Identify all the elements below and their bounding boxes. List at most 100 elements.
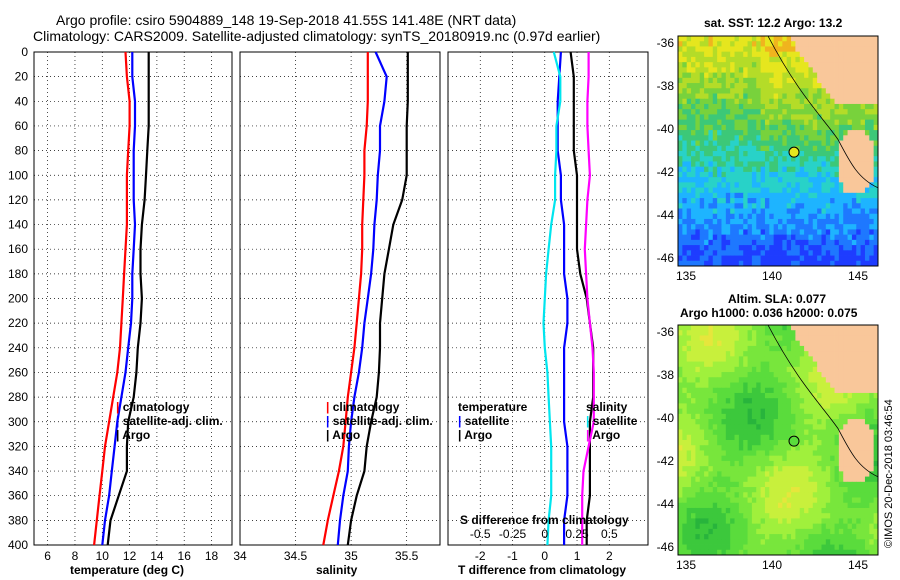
shelf-contour xyxy=(767,35,879,189)
y-tick-label: 220 xyxy=(8,316,28,330)
x-tick-label: 2 xyxy=(606,549,613,563)
legend-argo: Argo xyxy=(332,428,361,442)
x-tick-label: 35.5 xyxy=(395,549,419,563)
legend-title: temperature xyxy=(458,400,528,414)
legend-climatology: climatology xyxy=(122,400,190,414)
temperature-legend: | climatology | satellite-adj. clim. | A… xyxy=(116,400,223,442)
series-salinity-satellite xyxy=(542,51,562,546)
sla-map xyxy=(677,324,879,556)
argo-location-marker xyxy=(788,435,800,447)
map-y-tick-label: -46 xyxy=(657,251,675,265)
x2-tick-label: 0.25 xyxy=(565,527,589,541)
series-satellite-adj-clim- xyxy=(336,51,388,546)
x-tick-label: 35 xyxy=(344,549,358,563)
y-tick-label: 320 xyxy=(8,439,28,453)
imos-timestamp: ©IMOS 20-Dec-2018 03:46:54 xyxy=(883,399,895,548)
map-y-tick-label: -36 xyxy=(657,325,675,339)
x-tick-label: -2 xyxy=(475,549,486,563)
map-y-tick-label: -40 xyxy=(657,411,675,425)
y-tick-label: 240 xyxy=(8,341,28,355)
salinity-legend: | climatology | satellite-adj. clim. | A… xyxy=(326,400,433,442)
panel-differences xyxy=(447,51,649,546)
y-tick-label: 300 xyxy=(8,415,28,429)
legend-satellite: satellite-adj. clim. xyxy=(332,414,433,428)
map-frame xyxy=(677,35,879,267)
series-climatology xyxy=(322,52,369,546)
panel-temperature xyxy=(33,51,233,546)
x-tick-label: 16 xyxy=(178,549,192,563)
x2-tick-label: -0.5 xyxy=(470,527,491,541)
legend-satellite: satellite-adj. clim. xyxy=(122,414,223,428)
t-diff-axis-title: T difference from climatology xyxy=(458,563,627,577)
x-tick-label: 12 xyxy=(123,549,137,563)
y-tick-label: 180 xyxy=(8,267,28,281)
x2-tick-label: -0.25 xyxy=(499,527,527,541)
y-tick-label: 340 xyxy=(8,464,28,478)
sla-map-title-1: Altim. SLA: 0.077 xyxy=(728,292,827,306)
x-tick-label: 8 xyxy=(72,549,79,563)
x-tick-label: 14 xyxy=(150,549,164,563)
series-climatology xyxy=(93,51,131,546)
x-tick-label: -1 xyxy=(507,549,518,563)
map-y-tick-label: -44 xyxy=(657,208,675,222)
map-y-tick-label: -42 xyxy=(657,165,675,179)
y-tick-label: 140 xyxy=(8,218,28,232)
y-tick-label: 100 xyxy=(8,168,28,182)
legend-satellite: satellite xyxy=(464,414,510,428)
y-tick-label: 380 xyxy=(8,513,28,527)
series-argo xyxy=(106,52,150,546)
title-line-1: Argo profile: csiro 5904889_148 19-Sep-2… xyxy=(56,12,517,28)
y-tick-label: 200 xyxy=(8,292,28,306)
sla-map-title-2: Argo h1000: 0.036 h2000: 0.075 xyxy=(680,306,858,320)
temperature-axis-title: temperature (deg C) xyxy=(70,563,185,577)
series-argo xyxy=(346,52,409,546)
x-tick-label: 0 xyxy=(541,549,548,563)
shelf-contour xyxy=(767,324,879,478)
map-y-tick-label: -36 xyxy=(657,36,675,50)
map-x-tick-label: 140 xyxy=(762,558,782,572)
s-diff-axis-title: S difference from climatology xyxy=(460,513,629,527)
y-tick-label: 0 xyxy=(21,45,28,59)
x-tick-label: 34 xyxy=(233,549,247,563)
legend-satellite: satellite xyxy=(592,414,638,428)
map-x-tick-label: 145 xyxy=(848,558,868,572)
x2-tick-label: 0 xyxy=(541,527,548,541)
x2-tick-label: 0.5 xyxy=(601,527,618,541)
y-tick-label: 400 xyxy=(8,538,28,552)
diff-legend-salinity: salinity | satellite | Argo xyxy=(586,400,638,442)
map-y-tick-label: -38 xyxy=(657,368,675,382)
map-x-tick-label: 145 xyxy=(848,269,868,283)
y-tick-label: 260 xyxy=(8,365,28,379)
legend-climatology: climatology xyxy=(332,400,400,414)
map-frame xyxy=(677,324,879,556)
x-tick-label: 10 xyxy=(96,549,110,563)
legend-argo: Argo xyxy=(122,428,151,442)
y-tick-label: 20 xyxy=(15,70,29,84)
y-tick-label: 160 xyxy=(8,242,28,256)
y-tick-label: 280 xyxy=(8,390,28,404)
legend-argo: Argo xyxy=(592,428,621,442)
map-x-tick-label: 135 xyxy=(676,558,696,572)
series-temperature-satellite xyxy=(556,51,569,545)
y-tick-label: 80 xyxy=(15,144,29,158)
map-y-tick-label: -40 xyxy=(657,122,675,136)
series-salinity-argo xyxy=(581,52,595,545)
map-y-tick-label: -46 xyxy=(657,540,675,554)
title-line-2: Climatology: CARS2009. Satellite-adjuste… xyxy=(33,28,601,44)
x-tick-label: 1 xyxy=(574,549,581,563)
x-tick-label: 6 xyxy=(44,549,51,563)
map-y-tick-label: -38 xyxy=(657,79,675,93)
sst-map-title: sat. SST: 12.2 Argo: 13.2 xyxy=(704,16,843,30)
x-tick-label: 34.5 xyxy=(284,549,308,563)
y-tick-label: 40 xyxy=(15,94,29,108)
panel-salinity xyxy=(239,51,441,546)
map-y-tick-label: -44 xyxy=(657,497,675,511)
map-x-tick-label: 135 xyxy=(676,269,696,283)
map-y-tick-label: -42 xyxy=(657,454,675,468)
y-tick-label: 360 xyxy=(8,489,28,503)
sst-map xyxy=(677,35,879,267)
x-tick-label: 18 xyxy=(205,549,219,563)
legend-title: salinity xyxy=(586,400,628,414)
map-x-tick-label: 140 xyxy=(762,269,782,283)
